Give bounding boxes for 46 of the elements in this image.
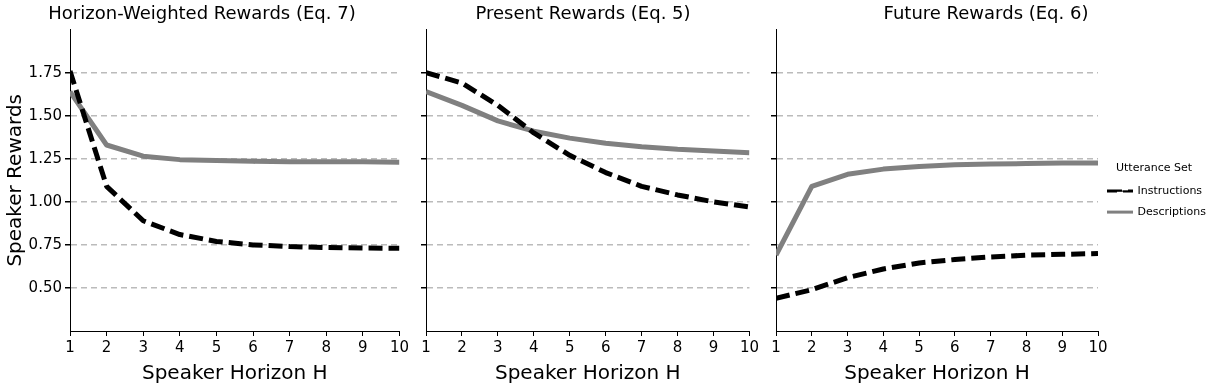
x-tick-label: 9 (1057, 337, 1067, 356)
x-tick-label: 8 (1021, 337, 1032, 356)
x-tick-label: 1 (771, 337, 781, 356)
y-axis-title: Speaker Rewards (2, 94, 27, 267)
x-tick-label: 9 (708, 337, 719, 356)
x-tick-label: 3 (493, 337, 503, 356)
x-tick-label: 10 (1088, 337, 1108, 356)
y-tick-label: 0.75 (28, 234, 62, 253)
legend-label: Instructions (1137, 183, 1203, 197)
x-tick-label: 1 (65, 337, 75, 356)
x-tick-label: 8 (672, 337, 683, 356)
legend-title: Utterance Set (1115, 160, 1193, 174)
legend-label: Descriptions (1137, 204, 1207, 218)
x-axis-title: Speaker Horizon H (844, 360, 1030, 385)
y-tick-label: 1.75 (28, 62, 62, 81)
x-tick-label: 5 (211, 337, 222, 356)
x-axis-title: Speaker Horizon H (141, 360, 328, 385)
x-axis-title: Speaker Horizon H (494, 360, 681, 385)
x-tick-label: 7 (985, 337, 996, 356)
x-tick-label: 1 (421, 337, 431, 356)
x-tick-label: 7 (284, 337, 295, 356)
y-tick-label: 1.25 (28, 148, 62, 167)
x-tick-label: 8 (321, 337, 332, 356)
x-tick-label: 7 (636, 337, 647, 356)
x-tick-label: 4 (175, 337, 185, 356)
x-tick-label: 10 (739, 337, 759, 356)
y-tick-label: 1.00 (28, 191, 62, 210)
x-tick-label: 4 (529, 337, 539, 356)
x-tick-label: 6 (600, 337, 611, 356)
x-tick-label: 6 (950, 337, 960, 356)
chart-title: Future Rewards (Eq. 6) (883, 2, 1089, 24)
y-tick-label: 1.50 (28, 105, 62, 124)
x-tick-label: 3 (842, 337, 853, 356)
x-tick-label: 6 (248, 337, 258, 356)
chart-title: Present Rewards (Eq. 5) (475, 2, 691, 24)
x-tick-label: 2 (807, 337, 817, 356)
chart-title: Horizon-Weighted Rewards (Eq. 7) (48, 2, 356, 24)
x-tick-label: 4 (878, 337, 889, 356)
x-tick-label: 3 (138, 337, 148, 356)
x-tick-label: 9 (358, 337, 368, 356)
x-tick-label: 2 (457, 337, 467, 356)
x-tick-label: 5 (914, 337, 924, 356)
x-tick-label: 5 (564, 337, 575, 356)
x-tick-label: 10 (389, 337, 409, 356)
x-tick-label: 2 (101, 337, 112, 356)
y-tick-label: 0.50 (28, 277, 62, 296)
